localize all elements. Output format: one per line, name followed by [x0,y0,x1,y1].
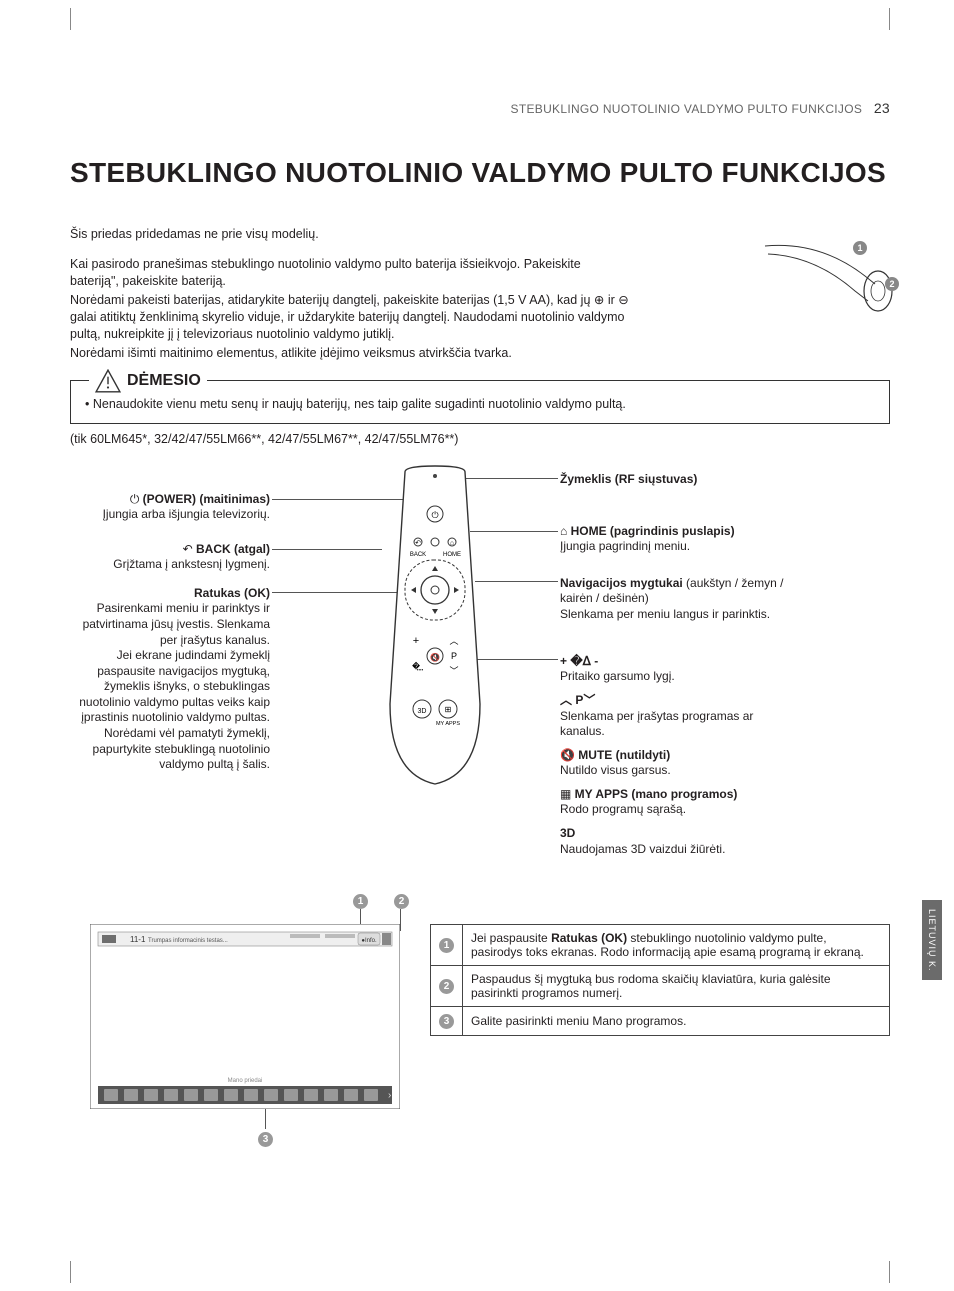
leader-line [400,909,401,931]
svg-text:HOME: HOME [443,552,461,558]
model-list: (tik 60LM645*, 32/42/47/55LM66**, 42/47/… [70,432,890,446]
fn-wheel: Ratukas (OK) Pasirenkami meniu ir parink… [70,586,270,773]
fn-power: ⏻ (POWER) (maitinimas) Įjungia arba išju… [70,492,270,523]
fn-pointer: Žymeklis (RF siųstuvas) [560,472,790,488]
svg-text:+: + [413,635,419,647]
back-icon: ↶ [183,542,196,556]
caution-label: DĖMESIO [89,369,207,393]
table-cell: Jei paspausite Ratukas (OK) stebuklingo … [463,924,890,965]
svg-text:Trumpas informacinis testas...: Trumpas informacinis testas... [148,938,228,944]
table-row: 1 Jei paspausite Ratukas (OK) stebukling… [431,924,890,965]
callout-3: 3 [439,1014,454,1029]
mute-icon: 🔇 [560,748,578,762]
leader-line [265,1109,266,1129]
fn-myapps: ▦ MY APPS (mano programos) Rodo programų… [560,787,790,818]
callout-3-wrapper: 3 [258,1129,273,1147]
intro-line: Kai pasirodo pranešimas stebuklingo nuot… [70,256,630,290]
table-cell: Galite pasirinkti meniu Mano programos. [463,1006,890,1035]
svg-text:Mano priedai: Mano priedai [228,1078,263,1084]
table-cell: Paspaudus šį mygtuką bus rodoma skaičių … [463,965,890,1006]
fn-back: ↶ BACK (atgal) Grįžtama į ankstesnį lygm… [70,542,270,573]
remote-illustration: ⏻ BACK HOME ↶ ⌂ + �⵿ ︿ P ﹀ 🔇 3D ⊞ MY [350,464,520,794]
running-header: STEBUKLINGO NUOTOLINIO VALDYMO PULTO FUN… [70,100,890,116]
crop-mark [889,8,890,30]
battery-compartment-illustration: 1 2 [760,236,900,326]
svg-text:2: 2 [889,279,894,289]
svg-text:BACK: BACK [410,552,426,558]
fn-channel: ︿ P﹀ Slenkama per įrašytas programas ar … [560,693,790,740]
callout-1: 1 [353,894,368,909]
fn-home: ⌂ HOME (pagrindinis puslapis) Įjungia pa… [560,524,790,555]
svg-text:⌂: ⌂ [450,540,454,547]
language-tab: LIETUVIŲ K. [922,900,942,980]
svg-text:P: P [451,651,457,661]
caution-box: DĖMESIO • Nenaudokite vienu metu senų ir… [70,380,890,424]
callout-1: 1 [439,938,454,953]
header-text: STEBUKLINGO NUOTOLINIO VALDYMO PULTO FUN… [511,102,863,116]
svg-text:●Info.: ●Info. [361,938,377,944]
info-table: 1 Jei paspausite Ratukas (OK) stebukling… [430,924,890,1036]
caution-title: DĖMESIO [127,372,201,390]
page-title: STEBUKLINGO NUOTOLINIO VALDYMO PULTO FUN… [70,156,890,190]
caution-text: • Nenaudokite vienu metu senų ir naujų b… [85,397,875,411]
home-icon: ⌂ [560,524,571,538]
power-icon: ⏻ [130,492,143,506]
fn-3d: 3D Naudojamas 3D vaizdui žiūrėti. [560,826,790,857]
svg-text:﹀: ﹀ [449,666,458,676]
crop-mark [70,8,71,30]
intro-line: Norėdami išimti maitinimo elementus, atl… [70,345,630,362]
svg-text:MY APPS: MY APPS [436,721,460,727]
intro-line: Norėdami pakeisti baterijas, atidarykite… [70,292,630,343]
table-row: 2 Paspaudus šį mygtuką bus rodoma skaiči… [431,965,890,1006]
intro-block: Šis priedas pridedamas ne prie visų mode… [70,226,890,362]
svg-text:›: › [388,1090,391,1101]
fn-nav: Navigacijos mygtukai (aukštyn / žemyn / … [560,576,790,623]
page-content: STEBUKLINGO NUOTOLINIO VALDYMO PULTO FUN… [70,30,890,1114]
table-row: 3 Galite pasirinkti meniu Mano programos… [431,1006,890,1035]
callout-3: 3 [258,1132,273,1147]
svg-text:1: 1 [857,243,862,253]
svg-text:11-1: 11-1 [130,935,146,944]
fn-volume: + �ⵠ - Pritaiko garsumo lygį. [560,654,790,685]
svg-text:⏻: ⏻ [431,510,438,520]
svg-text:↶: ↶ [415,540,421,547]
fn-mute: 🔇 MUTE (nutildyti) Nutildo visus garsus. [560,748,790,779]
apps-icon: ▦ [560,787,575,801]
crop-mark [889,1261,890,1283]
warning-icon [95,369,121,393]
intro-line: Šis priedas pridedamas ne prie visų mode… [70,226,630,243]
tv-osd-section: 1 2 11-1 Trumpas informacinis testas... … [70,894,890,1114]
callout-row-top: 1 2 [353,894,409,909]
svg-text:⊞: ⊞ [445,705,452,714]
page-number: 23 [874,100,890,116]
remote-diagram: ⏻ (POWER) (maitinimas) Įjungia arba išju… [70,464,890,884]
tv-screenshot: 11-1 Trumpas informacinis testas... ●Inf… [90,924,400,1109]
callout-2: 2 [439,979,454,994]
svg-text:︿: ︿ [449,636,458,646]
svg-text:🔇: 🔇 [430,652,440,662]
crop-mark [70,1261,71,1283]
callout-2: 2 [394,894,409,909]
svg-text:3D: 3D [418,708,427,715]
